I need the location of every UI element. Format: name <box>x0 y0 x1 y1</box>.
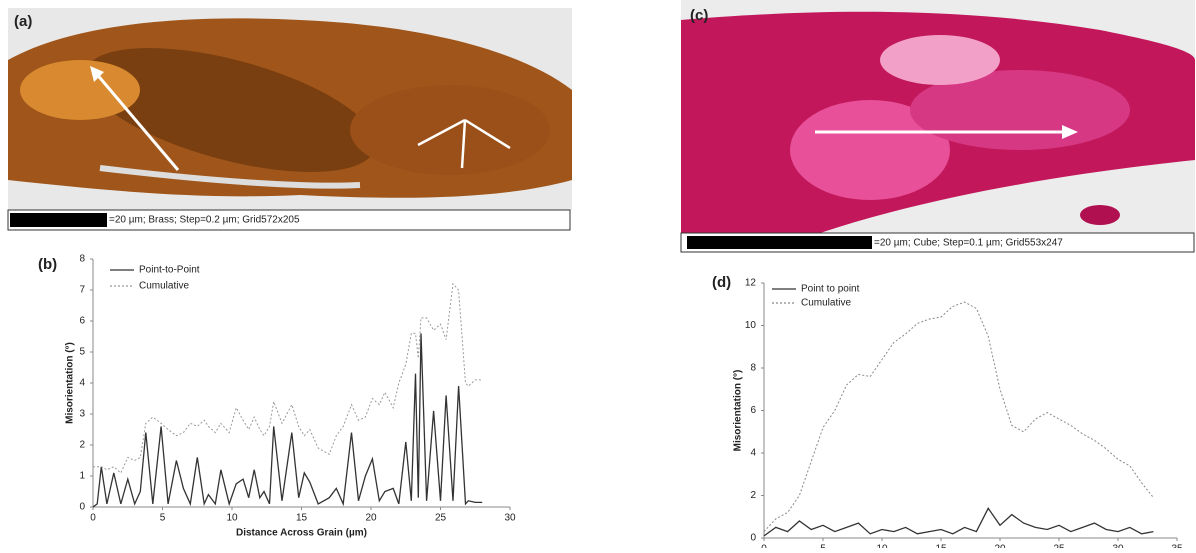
micrograph-a: =20 µm; Brass; Step=0.2 µm; Grid572x205 … <box>7 8 572 231</box>
series-line <box>92 333 483 508</box>
y-tick-label: 10 <box>745 320 757 331</box>
x-tick-label: 15 <box>296 513 308 524</box>
series-line <box>763 301 1154 532</box>
y-tick-label: 8 <box>750 363 756 374</box>
x-tick-label: 25 <box>435 513 447 524</box>
legend-label: Point-to-Point <box>139 265 200 276</box>
x-tick-label: 30 <box>1112 544 1124 548</box>
x-tick-label: 10 <box>876 544 888 548</box>
y-tick-label: 4 <box>750 448 756 459</box>
y-tick-label: 0 <box>750 533 756 544</box>
x-tick-label: 0 <box>90 513 96 524</box>
x-tick-label: 10 <box>226 513 238 524</box>
panel-label: (a) <box>14 13 32 30</box>
x-axis-label: Distance Across Grain (µm) <box>236 528 367 539</box>
y-tick-label: 2 <box>750 490 756 501</box>
x-tick-label: 25 <box>1053 544 1065 548</box>
y-tick-label: 5 <box>79 347 85 358</box>
y-tick-label: 6 <box>750 405 756 416</box>
y-tick-label: 1 <box>79 471 85 482</box>
scale-text: =20 µm; Cube; Step=0.1 µm; Grid553x247 <box>874 238 1063 249</box>
y-tick-label: 6 <box>79 316 85 327</box>
x-tick-label: 0 <box>761 544 767 548</box>
panel-label: (b) <box>38 256 57 273</box>
x-tick-label: 5 <box>820 544 826 548</box>
panel-label: (d) <box>712 274 731 291</box>
y-axis-label: Misorientation (°) <box>65 342 76 424</box>
y-axis-label: Misorientation (°) <box>733 370 744 452</box>
legend-label: Point to point <box>801 284 860 295</box>
y-tick-label: 3 <box>79 409 85 420</box>
y-tick-label: 12 <box>745 278 757 289</box>
legend-label: Cumulative <box>801 298 851 309</box>
micrograph-c: =20 µm; Cube; Step=0.1 µm; Grid553x247 (… <box>680 0 1195 253</box>
panel-label: (c) <box>690 7 708 24</box>
legend-label: Cumulative <box>139 281 189 292</box>
scale-text: =20 µm; Brass; Step=0.2 µm; Grid572x205 <box>109 215 300 226</box>
x-tick-label: 5 <box>160 513 166 524</box>
x-tick-label: 35 <box>1171 544 1183 548</box>
x-tick-label: 30 <box>504 513 516 524</box>
series-line <box>763 507 1154 537</box>
x-tick-label: 20 <box>994 544 1006 548</box>
y-tick-label: 0 <box>79 502 85 513</box>
series-line <box>93 282 483 474</box>
x-tick-label: 15 <box>935 544 947 548</box>
y-tick-label: 2 <box>79 440 85 451</box>
y-tick-label: 7 <box>79 285 85 296</box>
y-tick-label: 4 <box>79 378 85 389</box>
y-tick-label: 8 <box>79 254 85 265</box>
x-tick-label: 20 <box>365 513 377 524</box>
